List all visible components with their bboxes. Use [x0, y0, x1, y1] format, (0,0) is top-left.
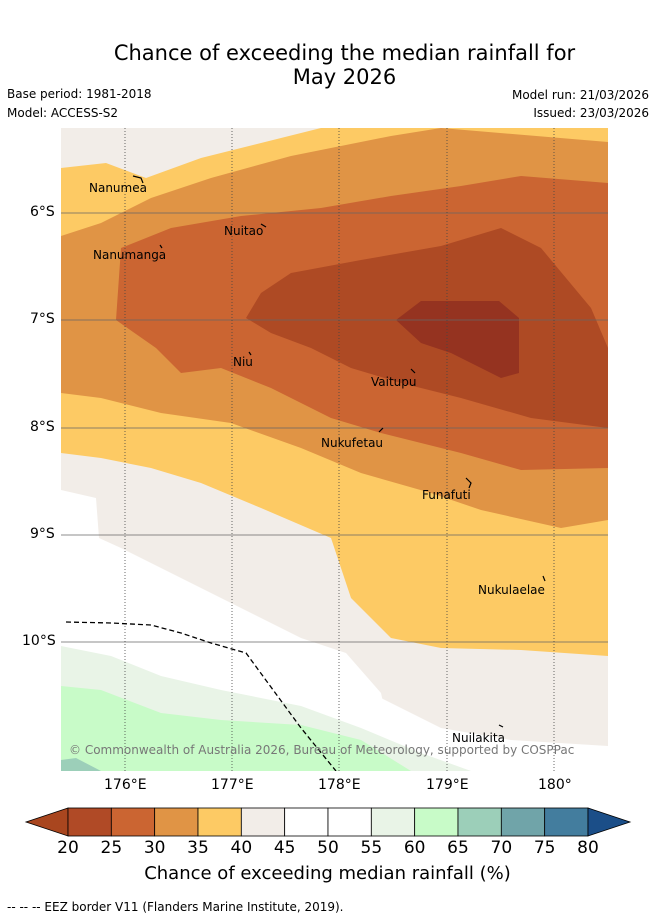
island-nanumanga	[159, 244, 163, 249]
colorbar-bin	[67, 807, 112, 837]
island-niu	[248, 351, 252, 356]
eez-border	[65, 621, 337, 771]
lon-tick-177: 177°E	[211, 777, 254, 793]
label-nukufetau: Nukufetau	[321, 436, 383, 450]
colorbar	[24, 807, 632, 837]
island-vaitupu	[410, 368, 416, 374]
label-nukulaelae: Nukulaelae	[478, 583, 545, 597]
copyright-notice: © Commonwealth of Australia 2026, Bureau…	[69, 743, 574, 757]
grid-lines	[61, 212, 608, 643]
meridian-lines	[124, 128, 555, 771]
colorbar-extend-low	[24, 807, 69, 837]
colorbar-tick-label: 70	[490, 838, 513, 858]
island-funafuti	[465, 477, 472, 489]
lon-tick-179: 179°E	[426, 777, 469, 793]
colorbar-bin	[240, 807, 286, 837]
colorbar-tick-label: 55	[360, 838, 383, 858]
island-nuitao	[260, 223, 267, 228]
colorbar-tick-label: 40	[230, 838, 253, 858]
label-nuilakita: Nuilakita	[452, 731, 505, 745]
band-65-70	[61, 758, 101, 771]
lat-tick-6: 6°S	[30, 204, 55, 220]
lon-tick-178: 178°E	[318, 777, 361, 793]
lon-tick-180: 180°	[538, 777, 572, 793]
colorbar-bin	[457, 807, 502, 837]
island-nukulaelae	[542, 575, 546, 582]
colorbar-tick-label: 35	[187, 838, 209, 858]
colorbar-tick-label: 30	[143, 838, 166, 858]
model-name: Model: ACCESS-S2	[7, 106, 119, 120]
colorbar-title: Chance of exceeding median rainfall (%)	[144, 863, 511, 884]
colorbar-tick-label: 65	[447, 838, 469, 858]
colorbar-bin	[327, 807, 372, 837]
lon-tick-176: 176°E	[104, 777, 147, 793]
islands	[132, 175, 546, 728]
colorbar-bin	[544, 807, 589, 837]
band-60-65	[61, 686, 411, 771]
model-run: Model run: 21/03/2026	[511, 88, 649, 102]
map-title-line2: May 2026	[292, 65, 397, 89]
colorbar-bin	[414, 807, 459, 837]
colorbar-tick-label: 20	[57, 838, 79, 858]
colorbar-tick-label: 25	[100, 838, 123, 858]
lat-tick-7: 7°S	[30, 311, 55, 327]
colorbar-tick-label: 60	[403, 838, 426, 858]
base-period: Base period: 1981-2018	[7, 87, 152, 101]
lat-tick-10: 10°S	[22, 633, 56, 649]
colorbar-bin	[500, 807, 546, 837]
label-nanumanga: Nanumanga	[93, 248, 166, 262]
eez-legend: -- -- -- EEZ border V11 (Flanders Marine…	[7, 900, 344, 914]
colorbar-extend-high	[587, 807, 632, 837]
band-45-55-west	[61, 490, 391, 738]
lat-tick-9: 9°S	[30, 526, 55, 542]
map-title-line1: Chance of exceeding the median rainfall …	[113, 41, 576, 65]
label-vaitupu: Vaitupu	[371, 375, 417, 389]
lat-tick-8: 8°S	[30, 419, 55, 435]
issued-date: Issued: 23/03/2026	[533, 106, 649, 120]
colorbar-bin	[154, 807, 199, 837]
colorbar-bin	[197, 807, 242, 837]
label-nanumea: Nanumea	[89, 181, 147, 195]
colorbar-bin	[370, 807, 416, 837]
colorbar-bin	[110, 807, 156, 837]
colorbar-bin	[284, 807, 329, 837]
island-nuilakita	[498, 724, 504, 728]
colorbar-tick-label: 50	[317, 838, 339, 858]
colorbar-tick-label: 75	[533, 838, 556, 858]
island-nanumea	[132, 175, 144, 184]
label-funafuti: Funafuti	[422, 488, 471, 502]
label-niu: Niu	[233, 355, 253, 369]
rainfall-map: Nanumea Nuitao Nanumanga Niu Vaitupu Nuk…	[61, 128, 608, 771]
colorbar-tick-label: 45	[273, 838, 296, 858]
label-nuitao: Nuitao	[224, 224, 263, 238]
island-nukufetau	[378, 427, 384, 433]
colorbar-tick-label: 80	[577, 838, 599, 858]
